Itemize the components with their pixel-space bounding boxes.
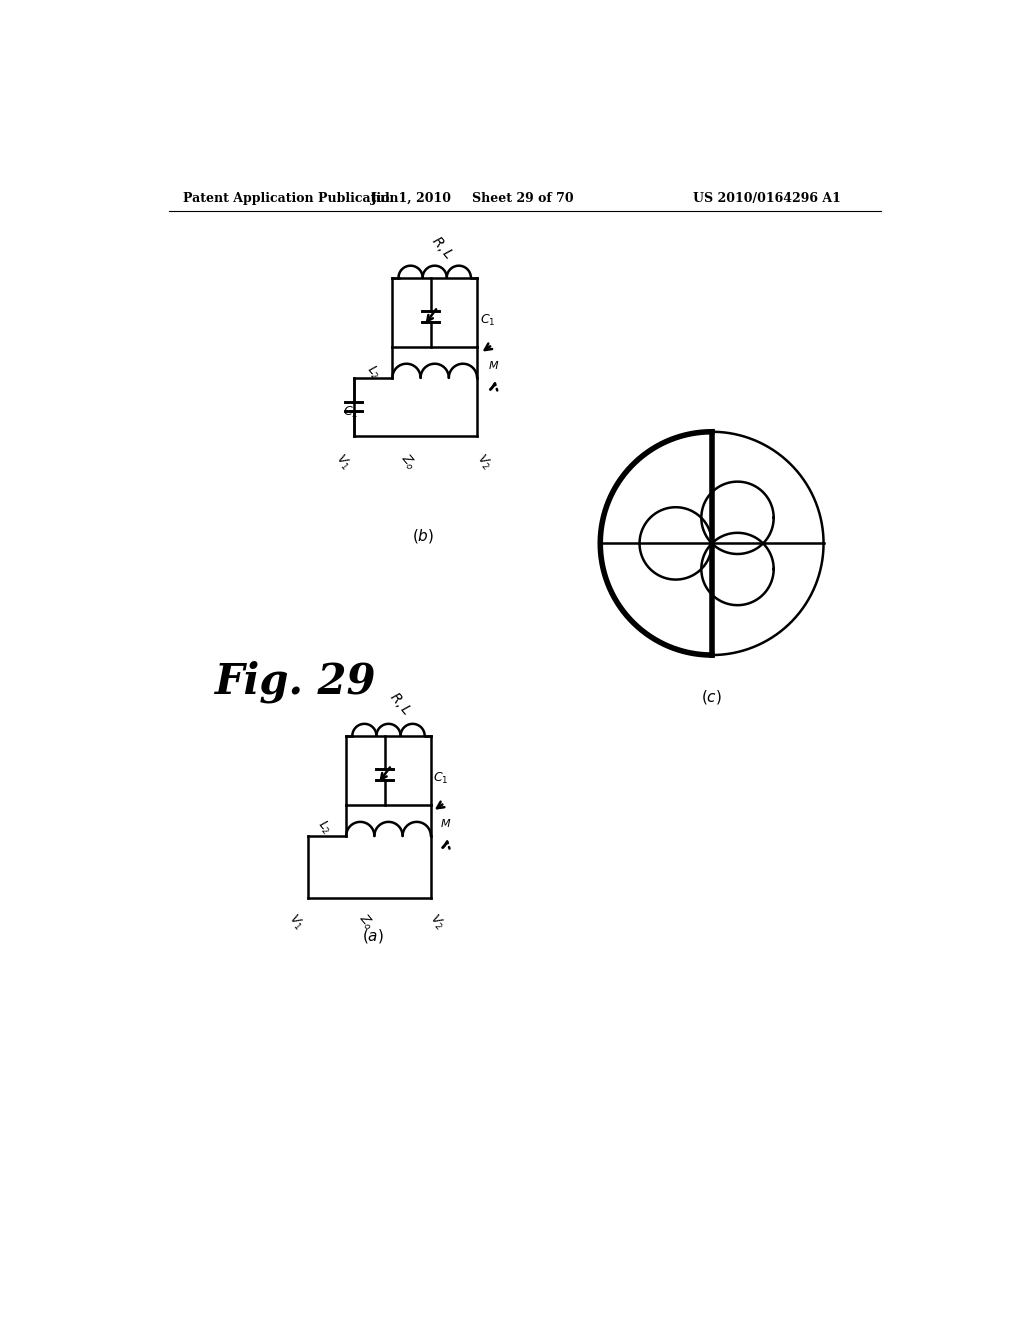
Text: $R, L$: $R, L$ — [386, 689, 415, 719]
Text: $(b)$: $(b)$ — [412, 527, 434, 545]
Text: $Z_o$: $Z_o$ — [354, 911, 376, 933]
Text: $(a)$: $(a)$ — [362, 927, 384, 945]
Text: Patent Application Publication: Patent Application Publication — [183, 191, 398, 205]
Text: $V_2$: $V_2$ — [472, 451, 494, 473]
Text: $V_1$: $V_1$ — [333, 451, 353, 473]
Text: Sheet 29 of 70: Sheet 29 of 70 — [472, 191, 574, 205]
Text: $V_1$: $V_1$ — [286, 911, 307, 933]
Text: US 2010/0164296 A1: US 2010/0164296 A1 — [692, 191, 841, 205]
Text: $C_1$: $C_1$ — [433, 771, 449, 785]
Text: $R, L$: $R, L$ — [428, 232, 457, 263]
Text: $(c)$: $(c)$ — [701, 689, 722, 706]
Text: $V_2$: $V_2$ — [426, 911, 447, 933]
Text: Jul. 1, 2010: Jul. 1, 2010 — [371, 191, 453, 205]
Text: $M$: $M$ — [440, 817, 452, 829]
Text: $C_2$: $C_2$ — [343, 405, 358, 420]
Text: Fig. 29: Fig. 29 — [215, 661, 377, 704]
Text: $Z_o$: $Z_o$ — [397, 451, 419, 473]
Text: $L_2$: $L_2$ — [362, 363, 383, 383]
Text: $C_1$: $C_1$ — [480, 313, 496, 327]
Text: $L_2$: $L_2$ — [314, 817, 335, 838]
Text: $M$: $M$ — [487, 359, 499, 371]
